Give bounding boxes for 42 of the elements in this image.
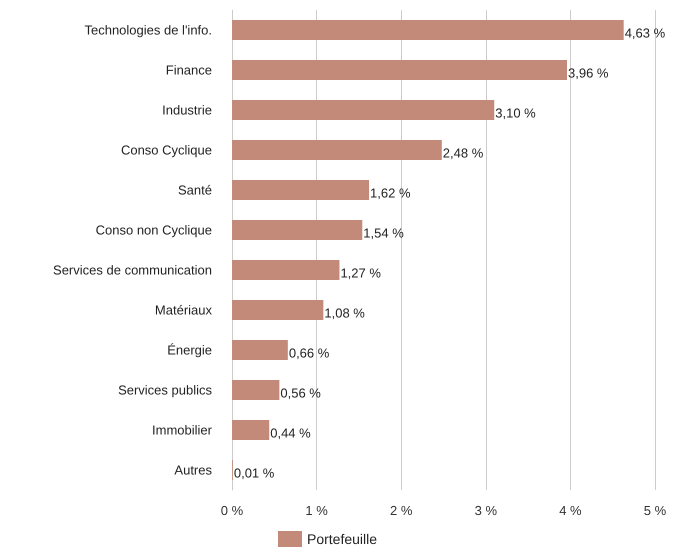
y-tick-label: Santé: [178, 182, 212, 198]
y-tick-label: Autres: [174, 462, 212, 478]
x-tick-label: 5 %: [644, 503, 667, 518]
y-tick-label: Conso non Cyclique: [96, 222, 212, 238]
y-tick-label: Industrie: [162, 102, 212, 118]
data-label: 0,01 %: [234, 466, 275, 480]
x-tick-label: 2 %: [390, 503, 413, 518]
x-tick-label: 1 %: [305, 503, 328, 518]
bar: [232, 220, 362, 240]
y-tick-label: Conso Cyclique: [120, 142, 212, 158]
legend-label: Portefeuille: [307, 531, 378, 547]
x-tick-label: 3 %: [474, 503, 498, 518]
y-tick-label: Services publics: [118, 382, 212, 398]
y-tick-label: Matériaux: [154, 302, 212, 318]
bar: [232, 300, 324, 320]
bar: [232, 180, 370, 200]
data-label: 2,48 %: [442, 146, 484, 160]
bar: [232, 340, 288, 360]
data-label: 1,27 %: [340, 266, 382, 280]
data-label: 4,63 %: [624, 26, 666, 40]
y-tick-label: Technologies de l'info.: [84, 22, 212, 38]
bar: [232, 60, 568, 80]
data-label: 0,56 %: [280, 386, 322, 400]
data-label: 0,44 %: [270, 426, 312, 440]
data-label: 3,96 %: [568, 66, 609, 80]
data-label: 3,10 %: [495, 106, 536, 120]
bar: [232, 100, 494, 120]
bar: [232, 140, 442, 160]
y-tick-label: Finance: [166, 62, 212, 78]
bar: [232, 20, 624, 40]
x-tick-label: 0 %: [220, 503, 244, 518]
data-label: 1,54 %: [363, 226, 404, 240]
y-tick-label: Immobilier: [152, 422, 213, 438]
data-label: 1,08 %: [324, 306, 366, 320]
y-tick-label: Services de communication: [53, 262, 212, 278]
data-label: 1,62 %: [370, 186, 411, 200]
y-tick-label: Énergie: [167, 342, 212, 358]
bar: [232, 420, 270, 440]
bar: [232, 380, 280, 400]
x-tick-label: 4 %: [559, 503, 582, 518]
data-label: 0,66 %: [288, 346, 330, 360]
bar: [232, 260, 340, 280]
